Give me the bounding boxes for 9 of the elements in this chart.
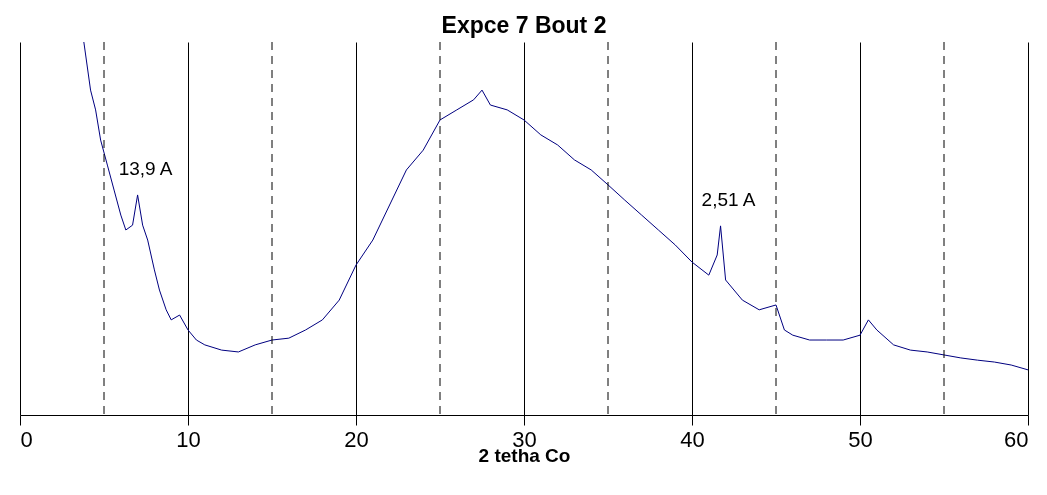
x-tick-label: 10: [176, 426, 201, 452]
annotation: 2,51 A: [701, 188, 756, 210]
x-tick-label: 50: [848, 426, 873, 452]
annotation: 13,9 A: [118, 157, 173, 179]
x-tick-label: 0: [20, 426, 33, 452]
x-tick-label: 60: [1004, 426, 1029, 452]
x-tick-label: 40: [680, 426, 705, 452]
chart-title: Expce 7 Bout 2: [441, 11, 607, 38]
x-tick-label: 20: [344, 426, 369, 452]
